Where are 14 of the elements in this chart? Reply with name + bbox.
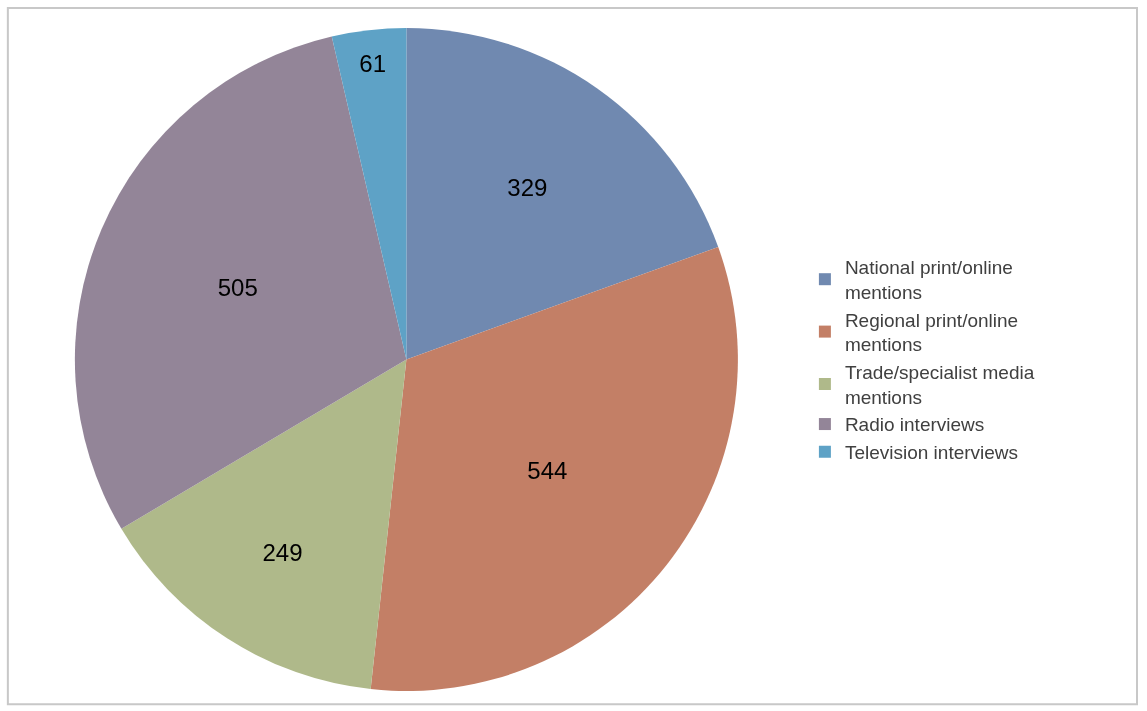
pie-slice: [121, 359, 407, 690]
legend-label: Regional print/online mentions: [844, 309, 1019, 356]
legend-label: Trade/specialist media mentions: [844, 362, 1035, 408]
pie-slice: [75, 36, 407, 529]
data-label: 505: [217, 273, 258, 301]
legend-label: Television interviews: [844, 442, 1019, 464]
data-label: 329: [507, 173, 548, 201]
pie-slice: [406, 28, 719, 360]
data-label: 61: [359, 50, 386, 78]
legend-label: Radio interviews: [844, 414, 985, 436]
pie-slice: [370, 247, 738, 691]
legend-label: National print/online mentions: [844, 257, 1013, 303]
data-label: 544: [527, 456, 568, 484]
data-label: 249: [262, 538, 303, 566]
